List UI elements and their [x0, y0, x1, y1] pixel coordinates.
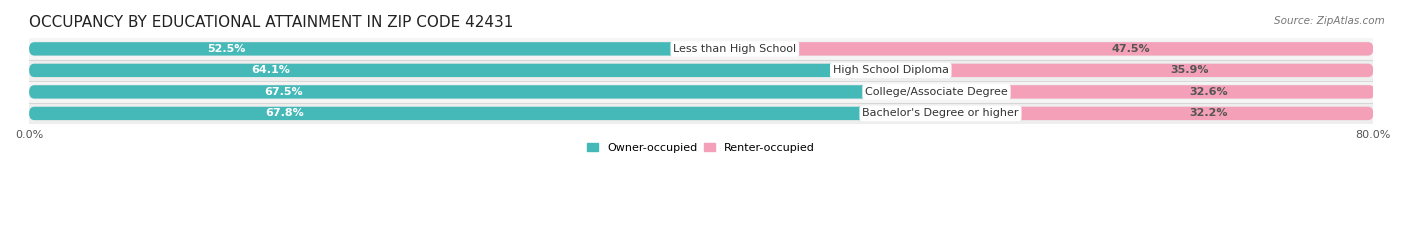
Text: 52.5%: 52.5% — [208, 44, 246, 54]
Text: 67.5%: 67.5% — [264, 87, 302, 97]
FancyBboxPatch shape — [30, 85, 1375, 99]
FancyBboxPatch shape — [30, 64, 891, 77]
Text: Source: ZipAtlas.com: Source: ZipAtlas.com — [1274, 16, 1385, 26]
Bar — [30, 81, 1374, 103]
FancyBboxPatch shape — [936, 85, 1375, 99]
FancyBboxPatch shape — [735, 42, 1374, 55]
FancyBboxPatch shape — [941, 107, 1374, 120]
Text: 32.6%: 32.6% — [1189, 87, 1227, 97]
FancyBboxPatch shape — [30, 42, 735, 55]
FancyBboxPatch shape — [30, 63, 1374, 78]
Bar — [30, 38, 1374, 60]
Text: 67.8%: 67.8% — [264, 108, 304, 118]
FancyBboxPatch shape — [30, 106, 1374, 121]
Bar — [30, 60, 1374, 81]
FancyBboxPatch shape — [30, 85, 936, 99]
FancyBboxPatch shape — [30, 41, 1374, 56]
Text: College/Associate Degree: College/Associate Degree — [865, 87, 1008, 97]
Text: Less than High School: Less than High School — [673, 44, 796, 54]
Text: Bachelor's Degree or higher: Bachelor's Degree or higher — [862, 108, 1019, 118]
Text: 64.1%: 64.1% — [250, 65, 290, 75]
Text: OCCUPANCY BY EDUCATIONAL ATTAINMENT IN ZIP CODE 42431: OCCUPANCY BY EDUCATIONAL ATTAINMENT IN Z… — [30, 15, 513, 30]
FancyBboxPatch shape — [891, 64, 1374, 77]
Text: 35.9%: 35.9% — [1171, 65, 1209, 75]
Text: 32.2%: 32.2% — [1189, 108, 1227, 118]
Text: High School Diploma: High School Diploma — [832, 65, 949, 75]
FancyBboxPatch shape — [30, 107, 941, 120]
Bar — [30, 103, 1374, 124]
Legend: Owner-occupied, Renter-occupied: Owner-occupied, Renter-occupied — [583, 138, 820, 157]
Text: 47.5%: 47.5% — [1111, 44, 1150, 54]
